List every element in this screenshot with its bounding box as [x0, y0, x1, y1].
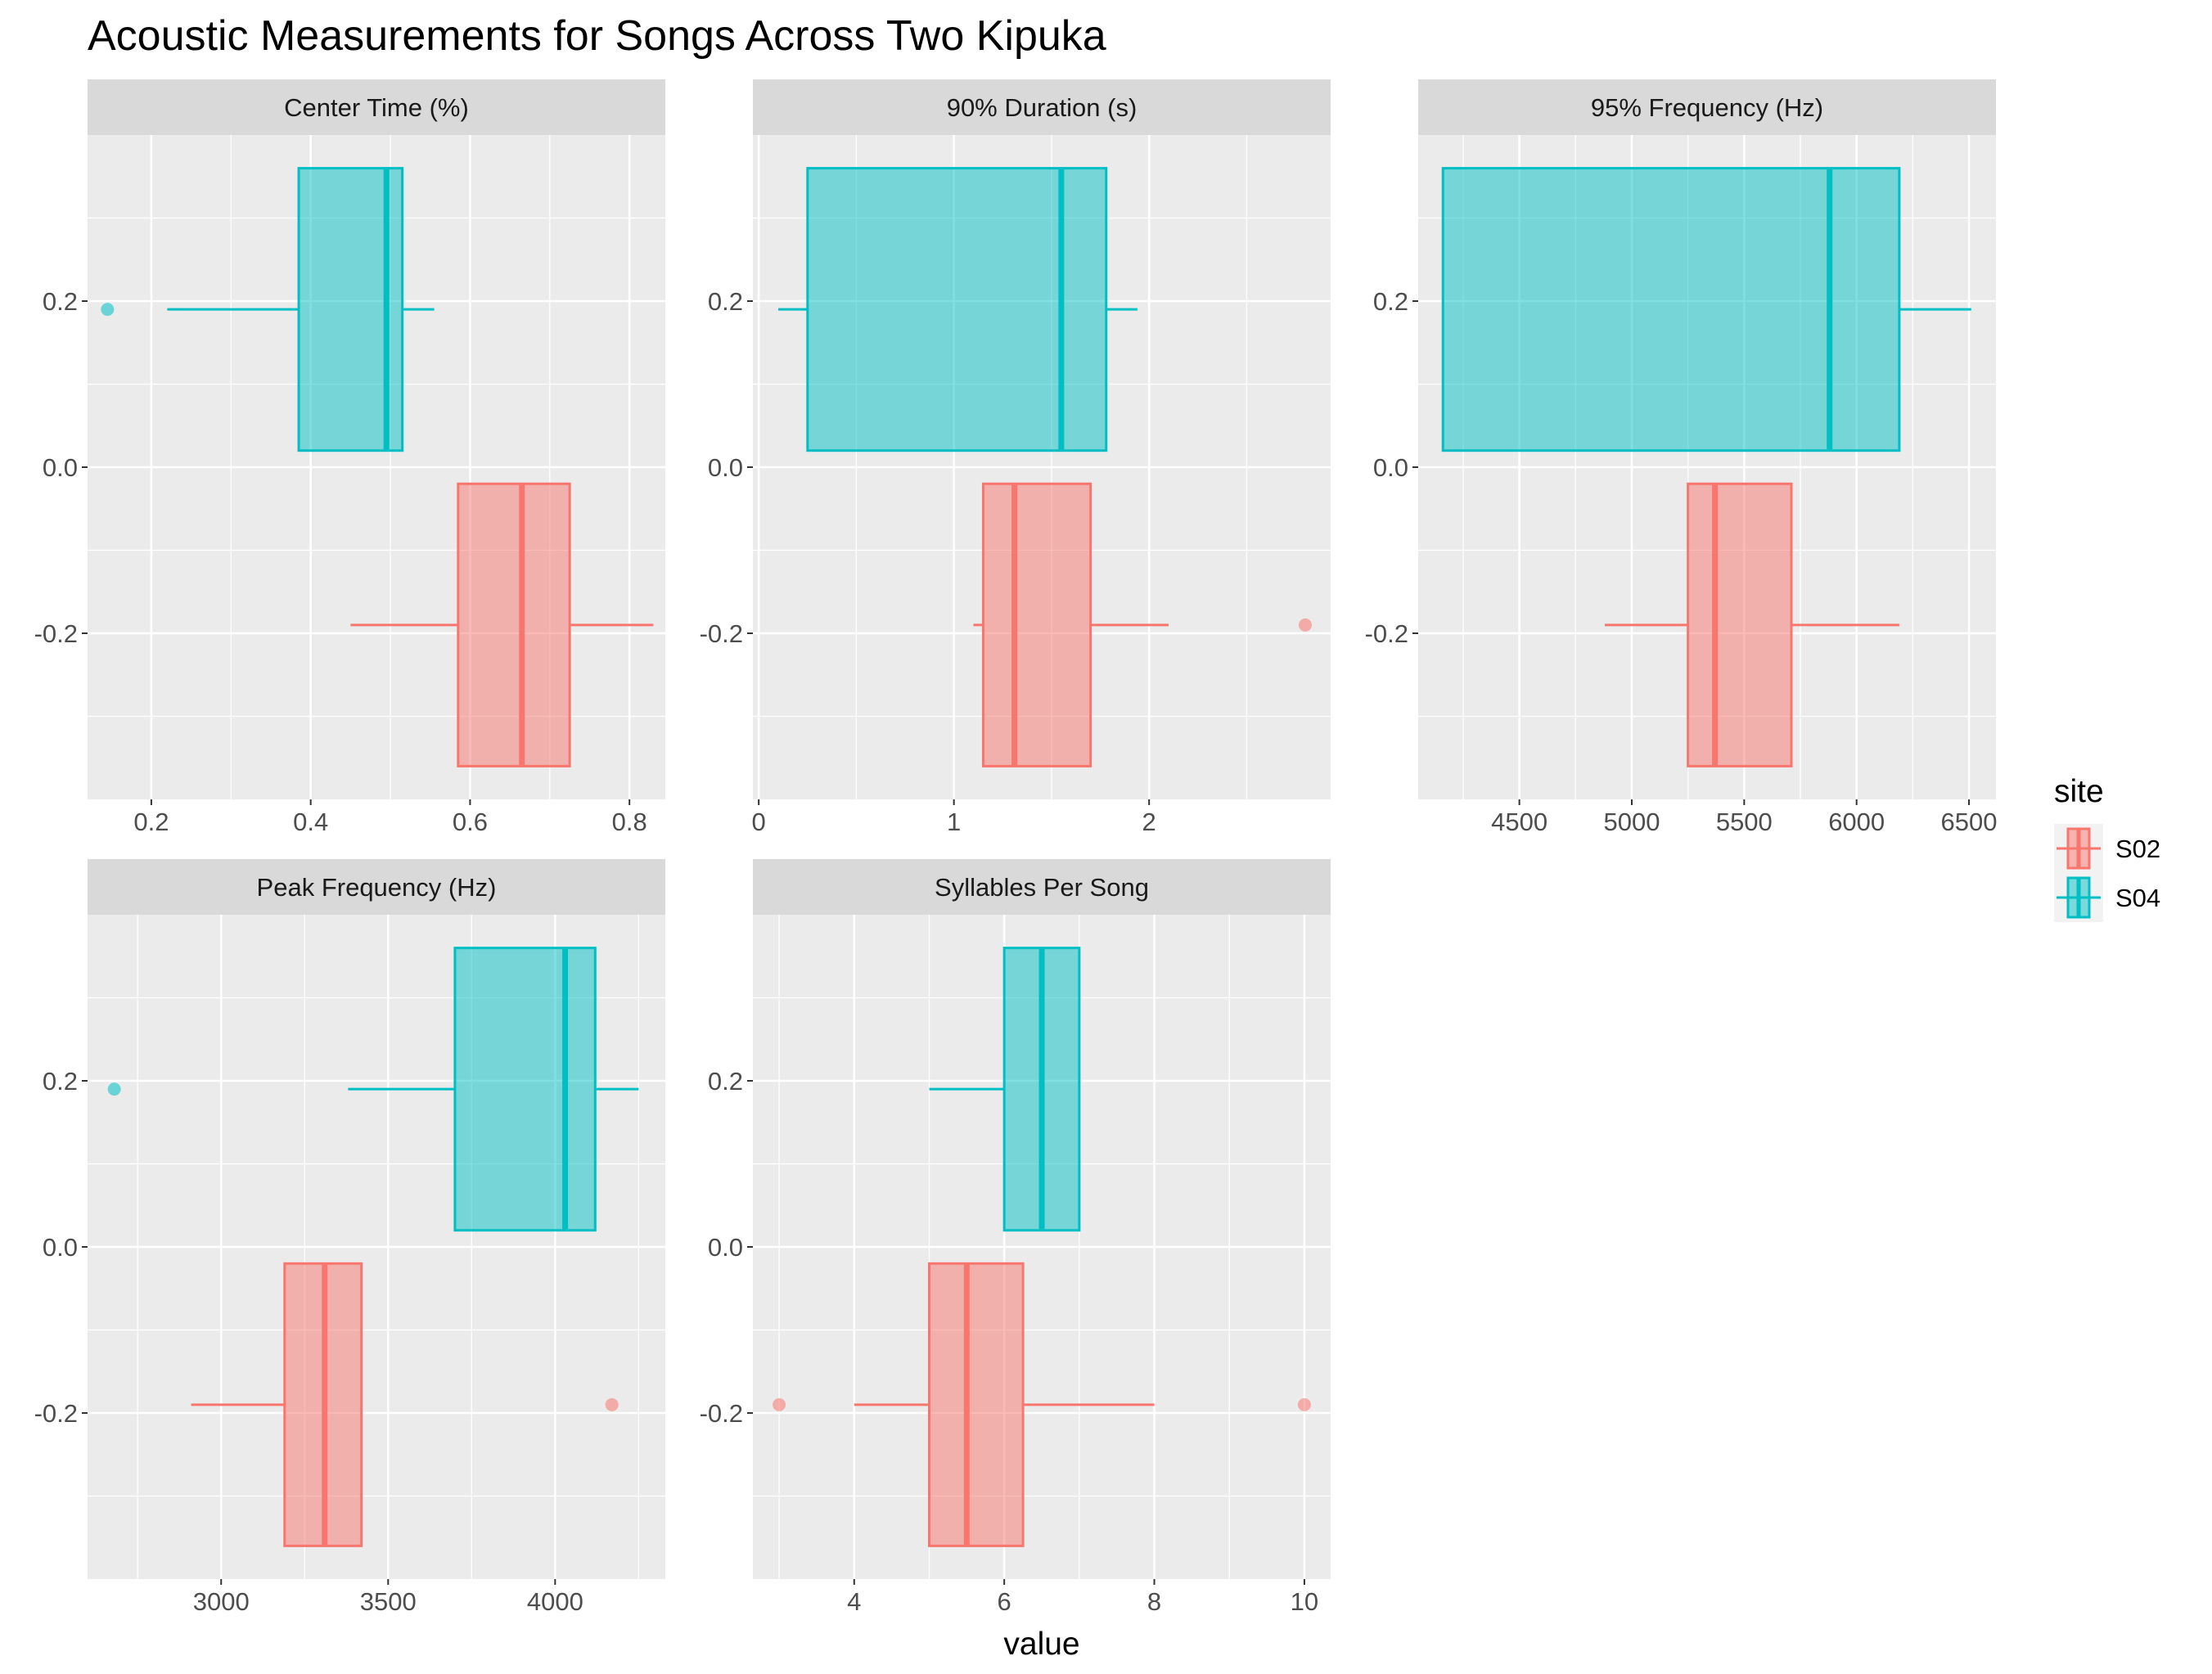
panel-1-y-tick-label: 0.0	[43, 453, 78, 482]
iqr-box-s04	[1441, 167, 1901, 452]
panel-5-x-tick-label: 6	[998, 1587, 1011, 1616]
panel-3-x-tick-label: 6500	[1941, 808, 1998, 836]
panel-5-y-tick-label: 0.2	[708, 1067, 743, 1096]
iqr-box-s04	[453, 947, 597, 1232]
panel-1-x-tick-label: 0.4	[293, 808, 328, 836]
panel-3-y-tick-label: 0.2	[1373, 287, 1408, 316]
iqr-box-s02	[981, 482, 1092, 767]
panel-3-x-tick-label: 6000	[1828, 808, 1885, 836]
panel-1-strip-label: Center Time (%)	[284, 93, 469, 122]
panel-1-y-tick-label: -0.2	[34, 619, 78, 648]
panel-1-x-tick-label: 0.2	[133, 808, 169, 836]
outlier-point-s02	[605, 1397, 619, 1411]
chart-title: Acoustic Measurements for Songs Across T…	[88, 12, 1106, 60]
panel-3-y-tick-label: -0.2	[1365, 619, 1408, 648]
panel-1-y-tick-label: 0.2	[43, 287, 78, 316]
panel-3-x-tick-label: 5500	[1716, 808, 1773, 836]
panel-2-y-tick-label: -0.2	[700, 619, 743, 648]
panel-3-strip	[1418, 79, 1996, 135]
panel-2-y-tick-label: 0.2	[708, 287, 743, 316]
panel-1-box-s04	[101, 167, 435, 452]
panel-1-x-tick-label: 0.8	[612, 808, 647, 836]
panel-5-strip	[753, 859, 1331, 915]
panel-4-y-tick-label: -0.2	[34, 1399, 78, 1428]
panel-4-x-tick-label: 3000	[193, 1587, 250, 1616]
panel-1-box-s02	[350, 482, 654, 767]
panel-2-y-tick-label: 0.0	[708, 453, 743, 482]
panel-1-strip	[88, 79, 665, 135]
panel-4-y-tick-label: 0.2	[43, 1067, 78, 1096]
panel-5-x-tick-label: 4	[847, 1587, 861, 1616]
panel-5-x-tick-label: 8	[1147, 1587, 1161, 1616]
panel-2-x-tick-label: 1	[947, 808, 961, 836]
outlier-point-s04	[101, 303, 115, 317]
panel-2-strip-label: 90% Duration (s)	[947, 93, 1138, 122]
outlier-point-s04	[107, 1082, 121, 1096]
panel-4-box-s02	[191, 1262, 619, 1547]
panel-3-strip-label: 95% Frequency (Hz)	[1591, 93, 1823, 122]
panel-2-x-tick-label: 2	[1142, 808, 1156, 836]
outlier-point-s02	[1298, 618, 1312, 632]
panel-2-x-tick-label: 0	[752, 808, 766, 836]
panel-5-box-s02	[773, 1262, 1311, 1547]
x-axis-label: value	[1003, 1627, 1079, 1662]
panel-3-box-s02	[1605, 482, 1899, 767]
panel-5-y-tick-label: -0.2	[700, 1399, 743, 1428]
panel-2-box-s04	[778, 167, 1138, 452]
panel-2-strip	[753, 79, 1331, 135]
panel-5-strip-label: Syllables Per Song	[935, 873, 1149, 902]
iqr-box-s04	[806, 167, 1108, 452]
panel-5-x-tick-label: 10	[1291, 1587, 1318, 1616]
panel-1-x-tick-label: 0.6	[453, 808, 488, 836]
panel-3-x-tick-label: 5000	[1603, 808, 1660, 836]
legend-label-s02: S02	[2115, 835, 2160, 863]
panel-4-strip-label: Peak Frequency (Hz)	[257, 873, 497, 902]
iqr-box-s02	[927, 1262, 1025, 1547]
panel-3-box-s04	[1441, 167, 1971, 452]
panel-5-y-tick-label: 0.0	[708, 1233, 743, 1262]
panel-4-x-tick-label: 3500	[360, 1587, 417, 1616]
iqr-box-s02	[457, 482, 571, 767]
panel-3-x-tick-label: 4500	[1491, 808, 1547, 836]
outlier-point-s02	[1297, 1397, 1311, 1411]
legend-title: site	[2054, 774, 2104, 809]
panel-3-y-tick-label: 0.0	[1373, 453, 1408, 482]
legend-label-s04: S04	[2115, 884, 2160, 912]
panel-4-y-tick-label: 0.0	[43, 1233, 78, 1262]
panel-2-box-s02	[973, 482, 1312, 767]
panel-4-x-tick-label: 4000	[527, 1587, 583, 1616]
panel-5-box-s04	[929, 947, 1081, 1232]
panel-4-box-s04	[107, 947, 639, 1232]
iqr-box-s02	[1687, 482, 1793, 767]
outlier-point-s02	[773, 1397, 786, 1411]
panel-4-strip	[88, 859, 665, 915]
